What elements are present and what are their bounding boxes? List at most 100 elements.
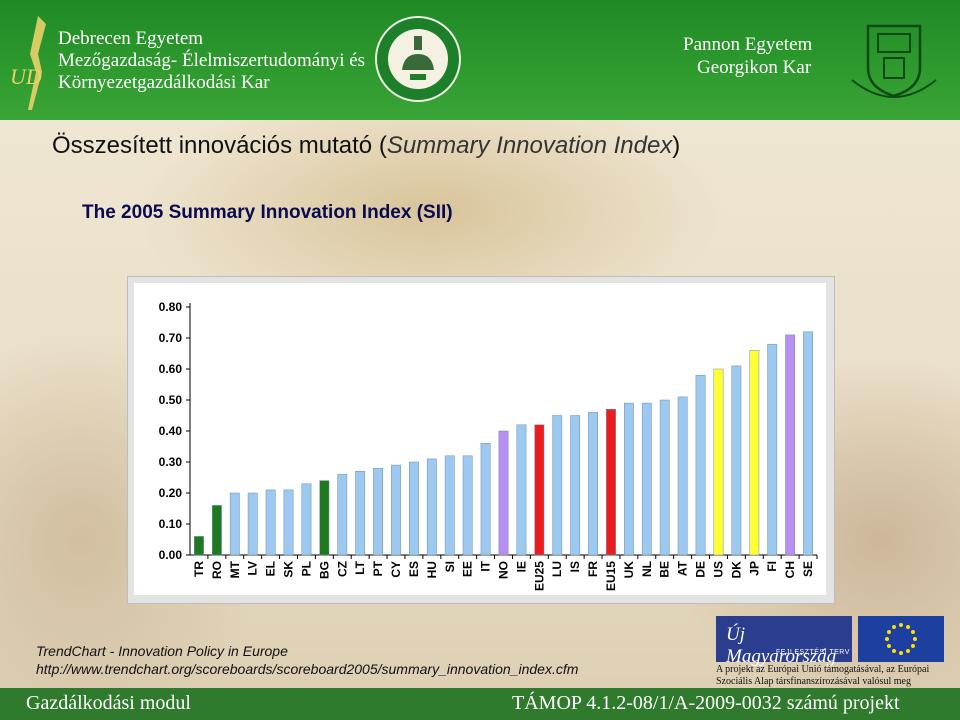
x-tick-label: SE (801, 561, 815, 577)
x-tick-label: AT (676, 560, 690, 576)
bar-eu15 (606, 409, 616, 556)
university-logo-icon: UD (10, 16, 46, 110)
bar-no (498, 430, 509, 556)
x-tick-label: MT (228, 560, 242, 578)
x-tick-label: EU25 (532, 561, 546, 591)
bar-is (570, 415, 581, 556)
y-tick-label: 0.50 (159, 393, 183, 407)
x-tick-label: IT (479, 560, 493, 571)
bar-es (409, 461, 419, 556)
bar-dk (731, 365, 742, 556)
chart-area: 0.00 0.10 0.20 0.30 0.40 0.50 0.60 0.70 0.80 TR RO… (134, 283, 826, 595)
bar-it (480, 443, 491, 556)
university-crest-icon (851, 24, 937, 98)
header-band: UD Debrecen Egyetem Mezőgazdaság- Élelmi… (0, 0, 960, 120)
bar-fr (588, 412, 598, 556)
faculty-name-line1: Debrecen Egyetem (58, 28, 204, 49)
x-tick-label: JP (747, 561, 761, 576)
y-tick-label: 0.30 (159, 455, 183, 469)
bar-ch (785, 334, 796, 556)
y-tick-label: 0.10 (159, 517, 183, 531)
chart-frame: 0.00 0.10 0.20 0.30 0.40 0.50 0.60 0.70 0.80 TR RO… (127, 276, 835, 604)
source-note: TrendChart - Innovation Policy in Europe… (36, 642, 578, 678)
bar-jp (749, 350, 760, 556)
x-tick-label: FR (586, 561, 600, 577)
footer-project-id: TÁMOP 4.1.2-08/1/A-2009-0032 számú proje… (512, 692, 900, 714)
x-tick-label: EE (461, 561, 475, 577)
bar-ro (211, 505, 222, 556)
slide-title: Összesített innovációs mutató (Summary I… (52, 132, 681, 159)
eu-note-line2: Szociális Alap társfinanszírozásával val… (716, 676, 911, 687)
y-tick-label: 0.80 (159, 300, 183, 314)
x-tick-label: NL (640, 561, 654, 577)
uj-magyarorszag-logo: Új Magyarország FEJLESZTÉSI TERV (716, 616, 852, 667)
bar-us (713, 368, 724, 556)
bar-sk (283, 489, 294, 556)
sii-bar-chart: 0.00 0.10 0.20 0.30 0.40 0.50 0.60 0.70 0.80 TR RO… (159, 300, 818, 591)
bar-tr (194, 536, 204, 556)
bar-nl (641, 402, 652, 556)
bar-eu25 (534, 424, 545, 556)
bar-cy (391, 464, 401, 556)
eu-note-line1: A projekt az Európai Unió támogatásával,… (716, 664, 930, 675)
bar-cz (337, 474, 348, 556)
x-tick-label: US (711, 561, 725, 578)
x-tick-label: EU15 (604, 561, 618, 591)
x-tick-label: ES (407, 561, 421, 577)
x-tick-label: TR (192, 561, 206, 577)
bar-at (677, 396, 688, 556)
eu-funding-box: Új Magyarország FEJLESZTÉSI TERV A proje… (716, 616, 944, 688)
bar-de (695, 374, 706, 556)
y-tick-label: 0.40 (159, 424, 183, 438)
bar-lu (552, 415, 563, 556)
bar-lv (247, 492, 258, 556)
chart-subtitle: The 2005 Summary Innovation Index (SII) (82, 202, 453, 223)
x-tick-label: IS (568, 561, 582, 572)
y-tick-label: 0.70 (159, 331, 183, 345)
x-tick-label: LT (353, 560, 367, 574)
faculty-name-line3: Környezetgazdálkodási Kar (58, 72, 270, 93)
x-tick-label: UK (622, 561, 636, 579)
x-tick-label: IE (514, 561, 528, 572)
x-tick-label: NO (497, 561, 511, 579)
source-title: TrendChart - Innovation Policy in Europe (36, 643, 288, 659)
x-tick-label: LU (550, 561, 564, 577)
partner-name-line2: Georgikon Kar (697, 57, 812, 78)
bar-si (444, 455, 455, 556)
bar-lt (355, 471, 366, 556)
y-tick-label: 0.00 (159, 548, 183, 562)
bar-mt (229, 492, 240, 556)
bar-se (803, 331, 813, 556)
x-tick-label: LV (246, 561, 260, 575)
x-tick-label: SK (282, 561, 296, 578)
bar-pl (301, 483, 312, 556)
bar-pt (373, 467, 384, 556)
x-tick-label: CY (389, 561, 403, 578)
x-tick-label: SI (443, 561, 457, 572)
x-tick-label: PT (371, 560, 385, 576)
x-tick-label: CZ (335, 561, 349, 577)
bar-hu (426, 458, 437, 556)
x-tick-label: BG (317, 561, 331, 579)
uj-magyarorszag-text: Új Magyarország (726, 624, 837, 667)
x-tick-label: CH (783, 561, 797, 578)
bar-ee (462, 455, 473, 556)
x-tick-label: BE (658, 561, 672, 578)
x-tick-label: EL (264, 561, 278, 576)
bar-uk (623, 402, 634, 556)
x-tick-label: RO (210, 561, 224, 579)
bar-ie (516, 424, 527, 556)
footer-band: Gazdálkodási modul TÁMOP 4.1.2-08/1/A-20… (0, 688, 960, 720)
uj-magyarorszag-subtext: FEJLESZTÉSI TERV (776, 649, 850, 656)
partner-name-line1: Pannon Egyetem (683, 34, 813, 55)
x-tick-label: DK (729, 561, 743, 579)
faculty-name-line2: Mezőgazdaság- Élelmiszertudományi és (58, 50, 366, 71)
y-tick-label: 0.20 (159, 486, 183, 500)
bar-bg (319, 480, 330, 556)
x-tick-label: HU (425, 561, 439, 578)
x-tick-label: PL (299, 561, 313, 576)
faculty-seal-icon (375, 16, 461, 102)
source-url[interactable]: http://www.trendchart.org/scoreboards/sc… (36, 661, 579, 677)
footer-module-name: Gazdálkodási modul (26, 692, 191, 714)
eu-flag-icon (858, 616, 944, 662)
